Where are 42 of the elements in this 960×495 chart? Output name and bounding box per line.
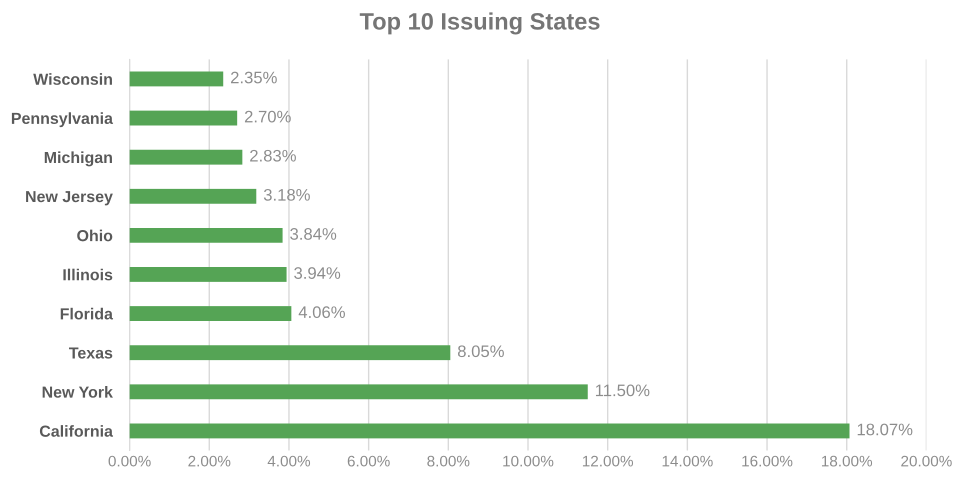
data-label: 8.05% <box>458 345 504 358</box>
bar <box>130 423 850 438</box>
data-label: 2.83% <box>250 150 296 162</box>
x-tick-label: 20.00% <box>901 456 952 467</box>
x-tick-label: 0.00% <box>108 456 151 467</box>
bar <box>130 72 224 86</box>
bar <box>130 188 256 204</box>
y-tick-label: Florida <box>60 308 114 320</box>
y-tick-label: New York <box>42 386 113 398</box>
y-tick-label: Michigan <box>44 151 112 166</box>
bar <box>130 306 292 322</box>
y-tick-label: Ohio <box>77 230 112 242</box>
bar <box>130 345 450 360</box>
x-tick-label: 2.00% <box>188 456 230 467</box>
x-tick-label: 10.00% <box>503 456 554 467</box>
x-tick-label: 6.00% <box>348 456 390 467</box>
y-tick-label: California <box>40 425 114 437</box>
data-label: 4.06% <box>298 306 345 318</box>
chart-title: Top 10 Issuing States <box>360 12 600 34</box>
data-label: 2.35% <box>231 72 277 84</box>
x-tick-label: 16.00% <box>742 456 792 467</box>
y-tick-label: Wisconsin <box>33 73 112 85</box>
bar <box>130 110 238 126</box>
x-tick-label: 18.00% <box>822 456 872 467</box>
y-tick-label: Pennsylvania <box>12 112 114 128</box>
y-tick-label: Texas <box>69 347 112 359</box>
data-label: 3.84% <box>290 228 336 240</box>
bar <box>130 228 283 243</box>
x-tick-label: 12.00% <box>582 456 634 467</box>
x-tick-label: 8.00% <box>427 456 470 467</box>
bar <box>130 384 588 400</box>
bar <box>130 150 242 165</box>
data-label: 2.70% <box>244 110 291 123</box>
data-label: 18.07% <box>858 424 912 436</box>
data-label: 3.94% <box>294 267 340 279</box>
bar <box>130 267 287 282</box>
y-tick-label: New Jersey <box>26 191 113 206</box>
x-tick-label: 4.00% <box>268 456 310 467</box>
data-label: 3.18% <box>264 188 310 201</box>
y-tick-label: Illinois <box>63 268 112 280</box>
x-tick-label: 14.00% <box>662 456 713 467</box>
data-label: 11.50% <box>596 384 650 396</box>
